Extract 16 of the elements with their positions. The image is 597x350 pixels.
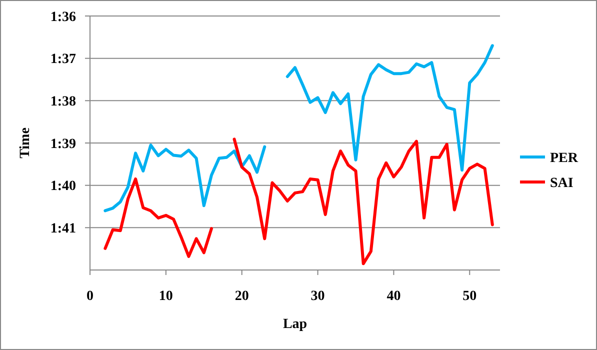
y-tick-label: 1:36	[50, 10, 76, 25]
x-tick-label: 40	[386, 289, 401, 304]
y-tick-label: 1:39	[50, 136, 76, 152]
x-tick-label: 0	[86, 289, 94, 304]
y-tick-label: 1:41	[50, 222, 76, 237]
legend-label: SAI	[550, 176, 574, 191]
x-axis-title: Lap	[282, 317, 308, 332]
x-tick-label: 30	[310, 289, 325, 304]
y-tick-label: 1:40	[50, 179, 76, 194]
legend-label: PER	[550, 150, 579, 166]
y-tick-label: 1:37	[50, 52, 76, 68]
y-tick-label: 1:38	[50, 94, 76, 110]
x-tick-label: 50	[462, 289, 477, 304]
x-tick-label: 20	[234, 289, 249, 304]
x-tick-label: 10	[158, 289, 173, 304]
y-axis-title: Time	[18, 128, 33, 158]
